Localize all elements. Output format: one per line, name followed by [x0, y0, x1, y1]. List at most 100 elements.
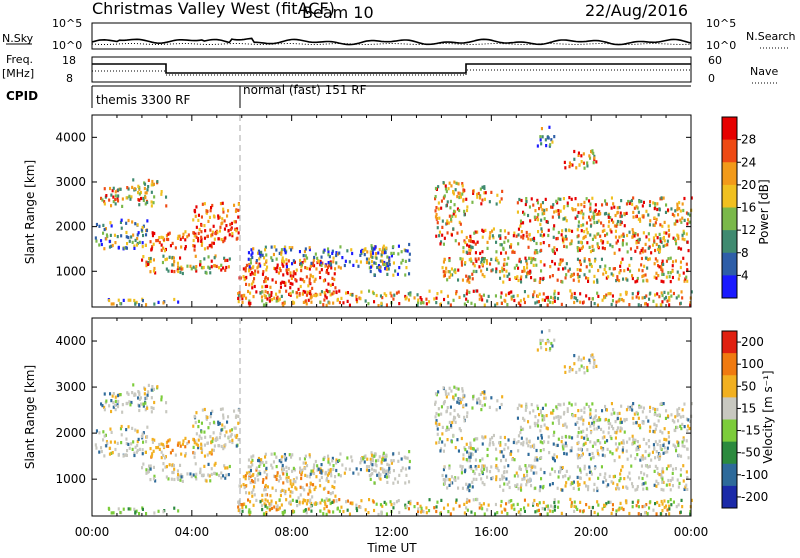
scatter-cell	[326, 290, 329, 294]
scatter-cell	[326, 473, 329, 477]
scatter-cell	[213, 237, 216, 241]
scatter-cell	[672, 236, 675, 240]
scatter-cell	[492, 442, 495, 447]
scatter-cell	[483, 392, 486, 396]
scatter-cell	[622, 439, 625, 443]
scatter-cell	[404, 456, 407, 460]
scatter-cell	[351, 251, 354, 256]
scatter-cell	[497, 261, 500, 265]
scatter-cell	[292, 274, 295, 278]
scatter-cell	[488, 443, 491, 447]
scatter-cell	[312, 258, 315, 262]
scatter-cell	[436, 500, 439, 504]
scatter-cell	[369, 250, 372, 254]
scatter-cell	[655, 242, 658, 247]
scatter-cell	[454, 420, 457, 424]
scatter-cell	[275, 477, 278, 481]
scatter-cell	[176, 261, 179, 265]
scatter-cell	[459, 429, 462, 433]
scatter-cell	[282, 264, 285, 268]
x-tick-label: 20:00	[574, 525, 609, 539]
scatter-cell	[433, 297, 436, 301]
scatter-cell	[675, 505, 678, 509]
scatter-cell	[279, 269, 282, 273]
scatter-cell	[553, 299, 556, 303]
scatter-cell	[615, 431, 618, 435]
scatter-cell	[142, 196, 145, 201]
scatter-cell	[490, 396, 493, 400]
scatter-cell	[355, 294, 358, 299]
scatter-cell	[603, 503, 606, 507]
scatter-cell	[285, 470, 288, 474]
scatter-cell	[461, 184, 464, 188]
scatter-cell	[200, 473, 203, 477]
scatter-cell	[322, 512, 325, 516]
scatter-cell	[608, 220, 611, 224]
scatter-cell	[562, 197, 565, 201]
scatter-cell	[530, 276, 533, 280]
scatter-cell	[686, 487, 689, 491]
scatter-cell	[548, 244, 551, 248]
scatter-cell	[455, 498, 458, 502]
scatter-cell	[329, 469, 332, 473]
scatter-cell	[393, 502, 396, 506]
scatter-cell	[490, 269, 493, 273]
scatter-cell	[205, 211, 208, 215]
scatter-cell	[295, 279, 298, 283]
scatter-cell	[110, 244, 113, 248]
scatter-cell	[554, 296, 557, 300]
scatter-cell	[644, 242, 647, 246]
scatter-cell	[681, 237, 684, 241]
scatter-cell	[476, 192, 479, 196]
scatter-cell	[273, 296, 276, 300]
scatter-cell	[649, 425, 652, 429]
scatter-cell	[506, 303, 509, 307]
scatter-cell	[495, 408, 498, 412]
scatter-cell	[178, 441, 181, 445]
scatter-cell	[545, 504, 548, 508]
scatter-cell	[593, 420, 596, 425]
scatter-cell	[422, 301, 425, 305]
scatter-cell	[327, 460, 330, 464]
scatter-cell	[318, 478, 321, 482]
scatter-cell	[150, 388, 153, 392]
scatter-cell	[416, 501, 419, 506]
scatter-cell	[444, 478, 447, 482]
scatter-cell	[638, 268, 641, 272]
scatter-cell	[255, 260, 258, 265]
scatter-cell	[259, 500, 262, 504]
scatter-cell	[582, 422, 585, 426]
scatter-cell	[503, 229, 506, 233]
colorbar-tick-label: 16	[741, 201, 756, 215]
scatter-cell	[588, 465, 591, 469]
scatter-cell	[685, 275, 688, 279]
scatter-cell	[620, 404, 623, 408]
scatter-cell	[226, 214, 229, 218]
scatter-cell	[522, 440, 525, 444]
scatter-cell	[457, 476, 460, 480]
scatter-cell	[583, 257, 586, 261]
scatter-cell	[243, 293, 246, 297]
scatter-cell	[336, 459, 339, 463]
scatter-cell	[434, 195, 437, 199]
scatter-cell	[635, 241, 638, 245]
scatter-cell	[458, 195, 461, 200]
scatter-cell	[585, 294, 588, 298]
scatter-cell	[663, 505, 666, 510]
scatter-cell	[336, 252, 339, 256]
scatter-cell	[299, 284, 302, 289]
scatter-cell	[481, 442, 484, 446]
scatter-cell	[540, 346, 543, 350]
scatter-cell	[505, 477, 508, 481]
scatter-cell	[560, 302, 563, 306]
scatter-cell	[603, 268, 606, 272]
scatter-cell	[269, 285, 272, 289]
scatter-cell	[443, 257, 446, 262]
scatter-cell	[501, 474, 504, 478]
scatter-cell	[280, 455, 283, 459]
scatter-cell	[265, 466, 268, 470]
scatter-cell	[437, 201, 440, 205]
scatter-cell	[138, 187, 141, 191]
scatter-cell	[665, 467, 668, 471]
scatter-cell	[665, 231, 668, 235]
